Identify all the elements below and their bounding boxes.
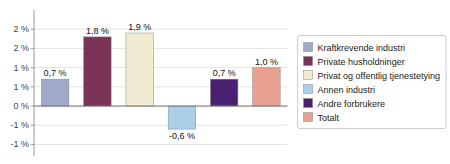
legend-label: Annen industri — [318, 85, 376, 95]
data-label: 1,9 % — [128, 22, 151, 32]
data-label: 0,7 % — [213, 68, 236, 78]
zero-line — [34, 106, 288, 107]
tick-label: 0 % — [13, 101, 29, 111]
grid-line — [34, 144, 288, 145]
tick-label: -1 % — [10, 120, 29, 130]
tick-label: 2 % — [13, 24, 29, 34]
legend-label: Kraftkrevende industri — [318, 43, 406, 53]
tick-label: -1 % — [10, 139, 29, 149]
bar — [168, 106, 195, 129]
legend-swatch — [304, 113, 313, 122]
grid-line — [34, 48, 288, 49]
grid-line — [34, 106, 288, 107]
grid-line — [34, 67, 288, 68]
axis-line — [34, 10, 35, 156]
legend-swatch — [304, 71, 313, 80]
tick-label: 1 % — [13, 63, 29, 73]
legend-frame — [298, 36, 446, 129]
legend-label: Private husholdninger — [318, 57, 405, 67]
legend-label: Andre forbrukere — [318, 99, 386, 109]
chart-container: Kraftkrevende industri Private husholdnin… — [0, 0, 450, 164]
legend-swatch — [304, 85, 313, 94]
data-labels: 0,7 % 1,8 % 1,9 % -0,6 % 0,7 % 1,0 % — [44, 22, 278, 141]
bar — [253, 68, 280, 106]
legend-swatch — [304, 99, 313, 108]
tick-label: 2 % — [13, 43, 29, 53]
legend-swatch — [304, 43, 313, 52]
grid-line — [34, 125, 288, 126]
legend-label: Totalt — [318, 113, 340, 123]
bar — [84, 37, 111, 106]
data-label: 1,0 % — [255, 57, 278, 67]
bar — [126, 33, 153, 106]
data-label: 1,8 % — [86, 26, 109, 36]
legend-swatch — [304, 57, 313, 66]
data-label: -0,6 % — [169, 131, 195, 141]
chart-svg: Kraftkrevende industri Private husholdnin… — [0, 0, 450, 164]
data-label: 0,7 % — [44, 68, 67, 78]
grid-line — [34, 86, 288, 87]
y-axis: 2 % 2 % 1 % 1 % 0 % -1 % -1 % — [10, 10, 287, 156]
tick-label: 1 % — [13, 82, 29, 92]
legend-label: Privat og offentlig tjenestetying — [318, 71, 440, 81]
bar — [210, 79, 237, 106]
grid-line — [34, 29, 288, 30]
legend: Kraftkrevende industri Private husholdnin… — [298, 36, 446, 129]
bars — [41, 33, 280, 129]
bar — [41, 79, 68, 106]
